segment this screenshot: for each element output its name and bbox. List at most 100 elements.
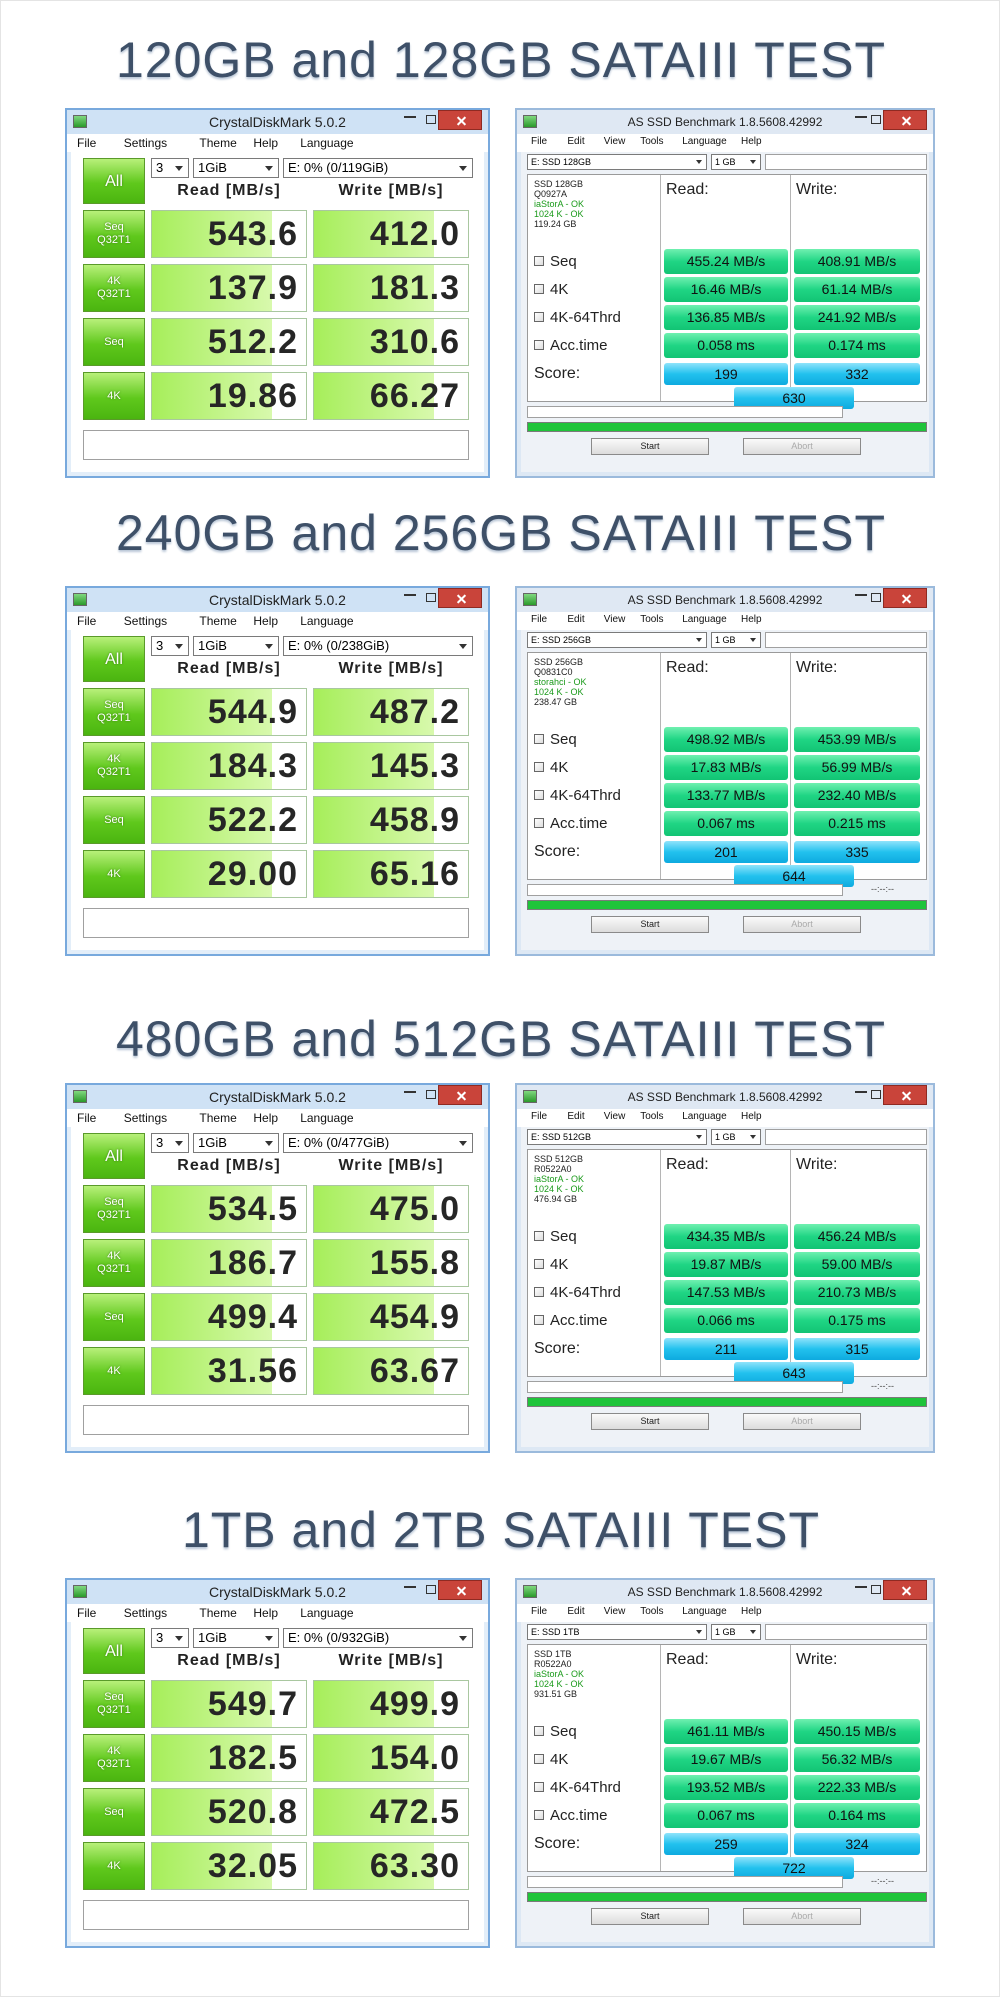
close-button[interactable]	[438, 110, 482, 130]
size-select[interactable]: 1GiB	[193, 1628, 279, 1648]
drive-select[interactable]: E: SSD 256GB	[527, 632, 707, 648]
start-button[interactable]: Start	[591, 1908, 709, 1925]
abort-button[interactable]: Abort	[743, 1413, 861, 1430]
drive-select[interactable]: E: 0% (0/119GiB)	[283, 158, 473, 178]
maximize-button[interactable]	[871, 593, 881, 602]
menu-item[interactable]: File	[77, 136, 97, 150]
size-select[interactable]: 1 GB	[711, 1624, 761, 1640]
menu-item[interactable]: Settings	[123, 136, 168, 150]
count-select[interactable]: 3	[151, 636, 189, 656]
minimize-button[interactable]	[855, 594, 867, 596]
menu-item[interactable]: View	[603, 136, 626, 147]
menu-item[interactable]: File	[531, 136, 548, 147]
menu-item[interactable]: Help	[741, 1111, 762, 1122]
checkbox[interactable]	[534, 340, 544, 350]
close-button[interactable]	[883, 1085, 927, 1105]
checkbox[interactable]	[534, 1287, 544, 1297]
close-button[interactable]	[438, 588, 482, 608]
checkbox[interactable]	[534, 256, 544, 266]
checkbox[interactable]	[534, 818, 544, 828]
close-button[interactable]	[883, 588, 927, 608]
size-select[interactable]: 1GiB	[193, 636, 279, 656]
drive-select[interactable]: E: 0% (0/238GiB)	[283, 636, 473, 656]
menu-item[interactable]: Language	[682, 136, 727, 147]
minimize-button[interactable]	[404, 594, 416, 596]
menu-item[interactable]: Tools	[640, 614, 664, 625]
menu-item[interactable]: Theme	[199, 136, 237, 150]
menu-item[interactable]: Edit	[567, 1606, 585, 1617]
all-button[interactable]: All	[83, 1628, 145, 1674]
menu-item[interactable]: Language	[300, 1606, 354, 1620]
minimize-button[interactable]	[855, 116, 867, 118]
size-select[interactable]: 1GiB	[193, 158, 279, 178]
drive-select[interactable]: E: 0% (0/477GiB)	[283, 1133, 473, 1153]
menu-item[interactable]: Help	[741, 1606, 762, 1617]
menu-item[interactable]: Tools	[640, 136, 664, 147]
menu-item[interactable]: Theme	[199, 1111, 237, 1125]
menu-item[interactable]: Edit	[567, 136, 585, 147]
all-button[interactable]: All	[83, 158, 145, 204]
checkbox[interactable]	[534, 1315, 544, 1325]
drive-select[interactable]: E: SSD 1TB	[527, 1624, 707, 1640]
menu-item[interactable]: Settings	[123, 1606, 168, 1620]
menu-item[interactable]: Tools	[640, 1606, 664, 1617]
menu-item[interactable]: File	[77, 614, 97, 628]
test-button[interactable]: Seq Q32T1	[83, 1680, 145, 1728]
size-select[interactable]: 1 GB	[711, 1129, 761, 1145]
count-select[interactable]: 3	[151, 158, 189, 178]
checkbox[interactable]	[534, 284, 544, 294]
checkbox[interactable]	[534, 1782, 544, 1792]
checkbox[interactable]	[534, 312, 544, 322]
menu-item[interactable]: Settings	[123, 614, 168, 628]
test-button[interactable]: Seq Q32T1	[83, 210, 145, 258]
checkbox[interactable]	[534, 1810, 544, 1820]
checkbox[interactable]	[534, 790, 544, 800]
test-button[interactable]: 4K Q32T1	[83, 742, 145, 790]
menu-item[interactable]: Help	[253, 1606, 279, 1620]
maximize-button[interactable]	[871, 1585, 881, 1594]
abort-button[interactable]: Abort	[743, 1908, 861, 1925]
drive-select[interactable]: E: SSD 128GB	[527, 154, 707, 170]
menu-item[interactable]: Theme	[199, 614, 237, 628]
menu-item[interactable]: Help	[253, 614, 279, 628]
count-select[interactable]: 3	[151, 1628, 189, 1648]
menu-item[interactable]: View	[603, 614, 626, 625]
test-button[interactable]: 4K	[83, 1347, 145, 1395]
menu-item[interactable]: Settings	[123, 1111, 168, 1125]
test-button[interactable]: Seq Q32T1	[83, 688, 145, 736]
test-button[interactable]: Seq	[83, 1293, 145, 1341]
menu-item[interactable]: Theme	[199, 1606, 237, 1620]
menu-item[interactable]: File	[531, 1111, 548, 1122]
menu-item[interactable]: File	[531, 1606, 548, 1617]
minimize-button[interactable]	[855, 1091, 867, 1093]
menu-item[interactable]: Help	[253, 136, 279, 150]
checkbox[interactable]	[534, 1754, 544, 1764]
menu-item[interactable]: Language	[300, 1111, 354, 1125]
abort-button[interactable]: Abort	[743, 438, 861, 455]
minimize-button[interactable]	[404, 1091, 416, 1093]
close-button[interactable]	[883, 1580, 927, 1600]
checkbox[interactable]	[534, 1726, 544, 1736]
checkbox[interactable]	[534, 734, 544, 744]
test-button[interactable]: Seq	[83, 796, 145, 844]
start-button[interactable]: Start	[591, 438, 709, 455]
menu-item[interactable]: Help	[741, 136, 762, 147]
test-button[interactable]: 4K Q32T1	[83, 264, 145, 312]
menu-item[interactable]: File	[77, 1606, 97, 1620]
checkbox[interactable]	[534, 762, 544, 772]
drive-select[interactable]: E: 0% (0/932GiB)	[283, 1628, 473, 1648]
minimize-button[interactable]	[404, 1586, 416, 1588]
menu-item[interactable]: View	[603, 1606, 626, 1617]
test-button[interactable]: 4K Q32T1	[83, 1239, 145, 1287]
size-select[interactable]: 1GiB	[193, 1133, 279, 1153]
all-button[interactable]: All	[83, 636, 145, 682]
maximize-button[interactable]	[426, 1090, 436, 1099]
menu-item[interactable]: File	[77, 1111, 97, 1125]
test-button[interactable]: Seq	[83, 318, 145, 366]
menu-item[interactable]: Language	[682, 614, 727, 625]
menu-item[interactable]: Language	[682, 1111, 727, 1122]
close-button[interactable]	[438, 1580, 482, 1600]
test-button[interactable]: Seq Q32T1	[83, 1185, 145, 1233]
test-button[interactable]: 4K	[83, 850, 145, 898]
maximize-button[interactable]	[871, 1090, 881, 1099]
